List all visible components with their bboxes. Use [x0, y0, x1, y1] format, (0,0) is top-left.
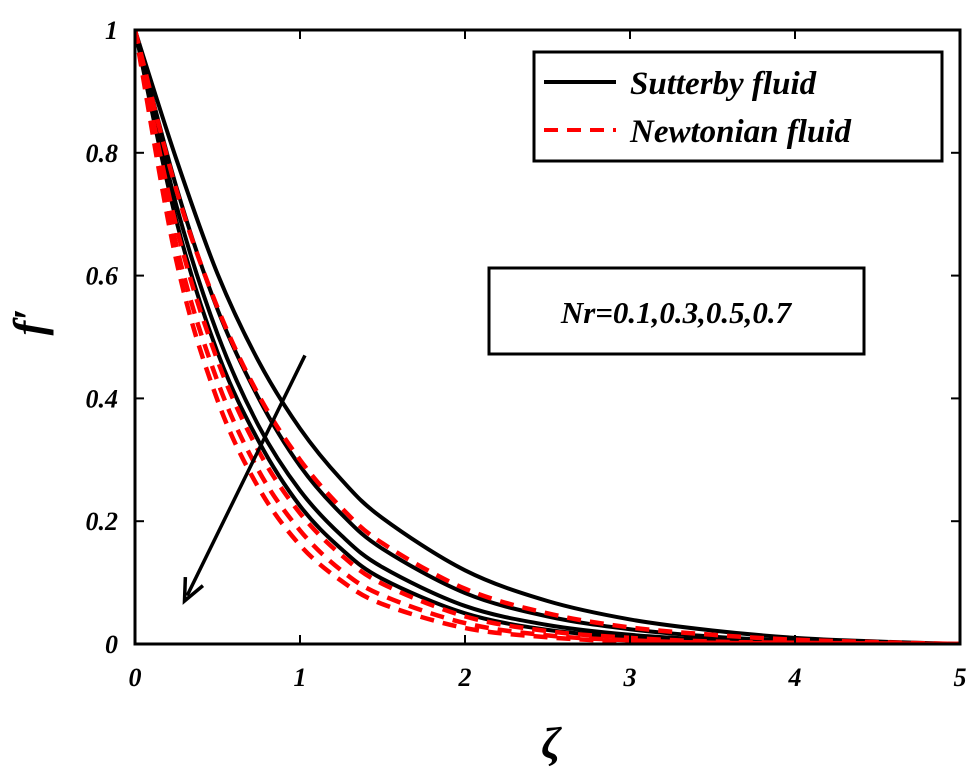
arrow-head	[182, 576, 205, 605]
arrow-shaft	[185, 354, 307, 597]
x-tick-label: 3	[623, 663, 637, 692]
ticks-layer: 0 1 2 3 4 5 0 0.2 0.4 0.6 0.8 1	[86, 16, 967, 692]
x-tick-label: 4	[788, 663, 802, 692]
x-axis-label: ζ	[541, 719, 562, 768]
newtonian-series-line-5	[135, 30, 960, 644]
legend: Sutterby fluid Newtonian fluid	[532, 50, 944, 163]
x-tick-label: 2	[458, 663, 472, 692]
y-tick-label: 0.2	[86, 507, 119, 536]
newtonian-series-line-4	[135, 30, 960, 644]
y-tick-label: 0.8	[86, 139, 119, 168]
legend-label-sutterby: Sutterby fluid	[630, 66, 817, 102]
y-tick-label: 0.4	[86, 384, 119, 413]
y-tick-label: 0.6	[86, 262, 119, 291]
legend-label-newtonian: Newtonian fluid	[629, 114, 851, 150]
x-tick-label: 0	[129, 663, 142, 692]
annotation-box: Nr=0.1,0.3,0.5,0.7	[487, 266, 866, 356]
x-tick-label: 1	[294, 663, 307, 692]
y-axis-label: f′	[5, 308, 54, 335]
x-tick-label: 5	[954, 663, 967, 692]
legend-frame	[532, 50, 944, 163]
annotation-text: Nr=0.1,0.3,0.5,0.7	[560, 295, 793, 330]
newtonian-series-line-7	[135, 30, 960, 644]
y-tick-label: 0	[105, 630, 118, 659]
annotation-frame	[487, 266, 866, 356]
trend-arrow	[182, 354, 307, 605]
plot-frame	[133, 28, 962, 646]
y-tick-label: 1	[105, 16, 118, 45]
